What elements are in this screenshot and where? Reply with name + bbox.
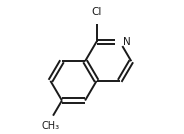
- Text: Cl: Cl: [91, 7, 102, 17]
- Text: N: N: [123, 37, 131, 47]
- Text: CH₃: CH₃: [41, 121, 59, 131]
